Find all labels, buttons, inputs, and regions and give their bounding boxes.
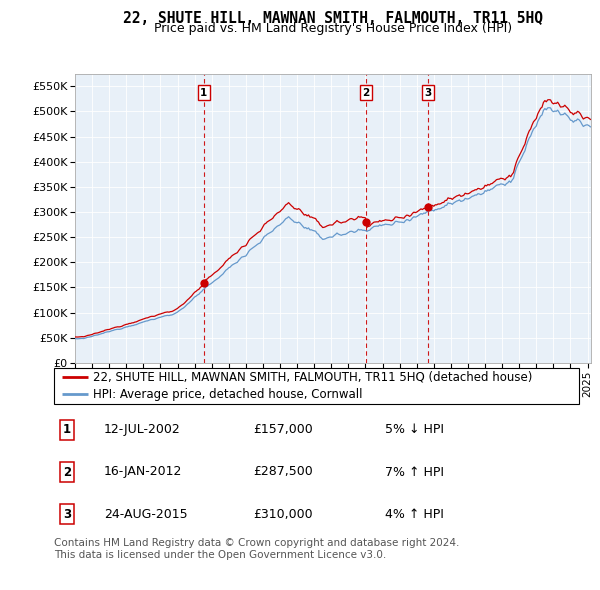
Text: 5% ↓ HPI: 5% ↓ HPI	[385, 424, 444, 437]
Text: 16-JAN-2012: 16-JAN-2012	[104, 466, 182, 478]
Text: 2: 2	[63, 466, 71, 478]
Text: 4% ↑ HPI: 4% ↑ HPI	[385, 507, 443, 520]
Text: 1: 1	[63, 424, 71, 437]
Text: 1: 1	[200, 87, 207, 97]
Text: £157,000: £157,000	[254, 424, 313, 437]
Text: 2: 2	[362, 87, 370, 97]
Text: 3: 3	[424, 87, 431, 97]
Text: 12-JUL-2002: 12-JUL-2002	[104, 424, 181, 437]
Text: Price paid vs. HM Land Registry's House Price Index (HPI): Price paid vs. HM Land Registry's House …	[154, 22, 512, 35]
Text: 7% ↑ HPI: 7% ↑ HPI	[385, 466, 444, 478]
Text: Contains HM Land Registry data © Crown copyright and database right 2024.
This d: Contains HM Land Registry data © Crown c…	[54, 538, 460, 560]
Text: 22, SHUTE HILL, MAWNAN SMITH, FALMOUTH, TR11 5HQ: 22, SHUTE HILL, MAWNAN SMITH, FALMOUTH, …	[123, 11, 543, 25]
Text: 3: 3	[63, 507, 71, 520]
Text: HPI: Average price, detached house, Cornwall: HPI: Average price, detached house, Corn…	[94, 388, 363, 401]
Text: £287,500: £287,500	[254, 466, 313, 478]
Text: 24-AUG-2015: 24-AUG-2015	[104, 507, 187, 520]
Text: 22, SHUTE HILL, MAWNAN SMITH, FALMOUTH, TR11 5HQ (detached house): 22, SHUTE HILL, MAWNAN SMITH, FALMOUTH, …	[94, 371, 533, 384]
Text: £310,000: £310,000	[254, 507, 313, 520]
